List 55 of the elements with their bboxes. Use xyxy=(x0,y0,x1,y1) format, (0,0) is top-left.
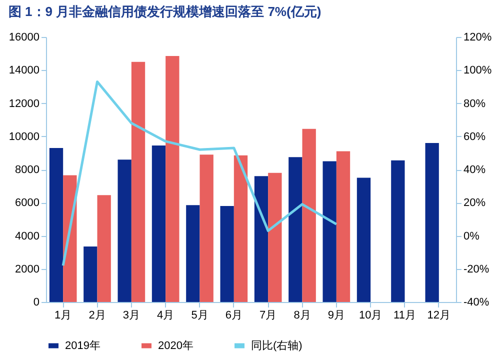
bar xyxy=(336,151,350,302)
bar xyxy=(166,56,180,302)
bar xyxy=(200,154,214,302)
bar xyxy=(49,148,64,302)
bar xyxy=(425,143,439,302)
legend-label: 同比(右轴) xyxy=(251,338,302,352)
bar xyxy=(322,161,336,302)
y-tick-label: 6000 xyxy=(15,197,40,210)
bar xyxy=(97,195,111,302)
bar xyxy=(391,160,405,302)
x-tick-label: 9月 xyxy=(328,310,345,322)
y-tick-label: 14000 xyxy=(8,64,40,77)
x-tick-label: 7月 xyxy=(260,310,277,322)
y2-tick-label: 60% xyxy=(464,130,486,143)
bar xyxy=(268,172,282,302)
y-tick-label: 0 xyxy=(33,296,40,308)
bar xyxy=(254,176,268,302)
y-tick-label: 12000 xyxy=(8,98,40,110)
bar xyxy=(234,155,248,302)
y2-tick-label: 20% xyxy=(464,197,486,210)
y-tick-label: 10000 xyxy=(8,130,40,143)
bar xyxy=(288,157,302,302)
y-tick-label: 8000 xyxy=(15,164,40,176)
y2-tick-label: -40% xyxy=(464,296,490,308)
bar xyxy=(152,145,166,302)
y2-tick-label: 80% xyxy=(464,98,486,110)
x-tick-label: 3月 xyxy=(122,310,140,322)
y-tick-label: 2000 xyxy=(15,263,40,276)
legend-label: 2020年 xyxy=(158,340,194,352)
y2-tick-label: 0% xyxy=(464,230,480,242)
legend-label: 2019年 xyxy=(65,340,100,352)
x-tick-label: 6月 xyxy=(225,310,242,322)
bar xyxy=(118,160,132,302)
y2-tick-label: 40% xyxy=(464,164,486,176)
x-tick-label: 12月 xyxy=(427,310,451,322)
y2-tick-label: 100% xyxy=(464,64,492,77)
x-tick-label: 8月 xyxy=(294,310,311,322)
x-tick-label: 1月 xyxy=(54,310,72,322)
x-tick-label: 11月 xyxy=(394,310,416,322)
y-tick-label: 4000 xyxy=(15,230,40,242)
y-tick-label: 16000 xyxy=(8,32,40,44)
bar xyxy=(84,246,98,302)
bar xyxy=(131,62,146,302)
x-tick-label: 10月 xyxy=(358,310,382,322)
bar xyxy=(302,128,316,302)
x-tick-label: 2月 xyxy=(88,310,106,322)
x-tick-label: 5月 xyxy=(191,310,208,322)
bar xyxy=(186,205,200,302)
y2-tick-label: -20% xyxy=(464,263,490,276)
x-tick-label: 4月 xyxy=(157,310,174,322)
chart-title: 图 1：9 月非金融信用债发行规模增速回落至 7%(亿元) xyxy=(8,4,322,19)
line-series xyxy=(62,80,338,267)
bar xyxy=(356,178,371,302)
y2-tick-label: 120% xyxy=(464,32,492,44)
bar xyxy=(220,206,234,302)
